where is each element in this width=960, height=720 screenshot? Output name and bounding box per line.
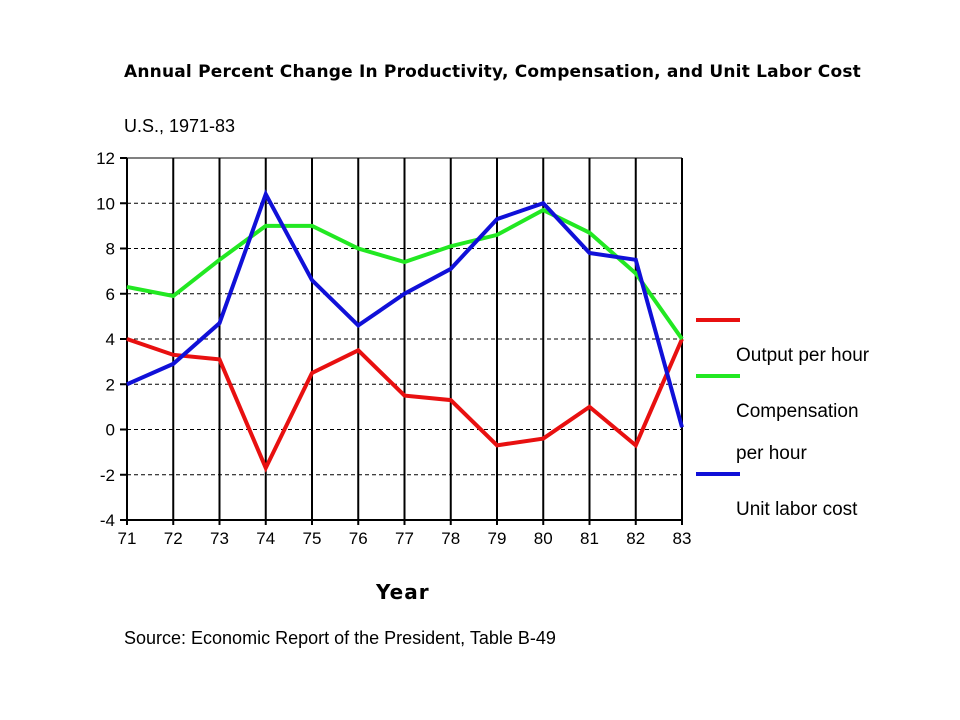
x-tick-label: 82 — [626, 529, 645, 548]
data-point-unit-labor-cost — [589, 252, 590, 254]
data-point-unit-labor-cost — [635, 259, 637, 261]
data-point-unit-labor-cost — [265, 193, 267, 195]
x-tick-label: 80 — [534, 529, 553, 548]
y-tick-label: -4 — [100, 511, 115, 530]
x-tick-label: 77 — [395, 529, 414, 548]
data-point-unit-labor-cost — [311, 279, 313, 281]
data-point-unit-labor-cost — [357, 324, 359, 326]
grid-layer — [126, 157, 683, 521]
data-point-output-per-hour — [496, 444, 498, 446]
data-point-unit-labor-cost — [219, 322, 220, 324]
y-tick-label: 8 — [106, 240, 115, 259]
data-point-output-per-hour — [542, 438, 544, 440]
data-point-compensation-per-hour — [311, 225, 313, 227]
y-tick-label: 10 — [96, 194, 115, 213]
data-point-unit-labor-cost — [681, 426, 683, 428]
y-tick-label: 4 — [106, 330, 115, 349]
x-axis-label: Year — [376, 580, 430, 604]
data-point-compensation-per-hour — [496, 234, 498, 236]
data-point-compensation-per-hour — [542, 209, 544, 211]
data-point-output-per-hour — [589, 406, 590, 408]
data-point-compensation-per-hour — [126, 286, 128, 288]
data-point-compensation-per-hour — [172, 295, 174, 297]
legend-label-compensation-line2: per hour — [736, 443, 807, 464]
data-point-output-per-hour — [265, 467, 267, 469]
x-tick-label: 75 — [303, 529, 322, 548]
y-tick-label: 12 — [96, 149, 115, 168]
data-point-output-per-hour — [219, 358, 220, 360]
y-tick-label: -2 — [100, 466, 115, 485]
data-point-unit-labor-cost — [496, 218, 498, 220]
series-layer — [126, 189, 684, 473]
data-point-output-per-hour — [404, 395, 405, 397]
legend-label-compensation-line1: Compensation — [736, 401, 859, 422]
data-point-compensation-per-hour — [404, 261, 405, 263]
y-tick-label: 6 — [106, 285, 115, 304]
data-point-unit-labor-cost — [172, 363, 174, 365]
data-point-unit-labor-cost — [126, 383, 128, 385]
x-tick-label: 74 — [256, 529, 275, 548]
data-point-output-per-hour — [357, 349, 359, 351]
data-point-output-per-hour — [635, 444, 637, 446]
x-tick-label: 71 — [118, 529, 137, 548]
x-tick-label: 79 — [488, 529, 507, 548]
y-tick-label: 0 — [106, 421, 115, 440]
x-tick-label: 78 — [441, 529, 460, 548]
data-point-unit-labor-cost — [542, 202, 544, 204]
legend-label-unit-labor: Unit labor cost — [736, 499, 858, 520]
source-note: Source: Economic Report of the President… — [124, 628, 556, 648]
data-point-unit-labor-cost — [450, 268, 452, 270]
data-point-compensation-per-hour — [450, 245, 452, 247]
data-point-compensation-per-hour — [265, 225, 267, 227]
data-point-output-per-hour — [450, 399, 452, 401]
data-point-unit-labor-cost — [404, 293, 405, 295]
data-point-compensation-per-hour — [357, 248, 359, 249]
x-tick-label: 76 — [349, 529, 368, 548]
data-point-output-per-hour — [126, 338, 128, 340]
data-point-compensation-per-hour — [219, 259, 220, 261]
data-point-output-per-hour — [311, 372, 313, 374]
axis-layer: 12 10 8 6 4 2 0 -2 -471 72 73 74 75 76 77 78 79 80 81 82 83 — [96, 149, 691, 548]
data-point-output-per-hour — [172, 354, 174, 356]
x-tick-label: 83 — [673, 529, 692, 548]
data-point-compensation-per-hour — [681, 338, 683, 340]
chart-title: Annual Percent Change In Productivity, C… — [124, 62, 861, 82]
legend-label-output: Output per hour — [736, 345, 870, 366]
data-point-compensation-per-hour — [589, 232, 590, 234]
chart-subtitle: U.S., 1971-83 — [124, 116, 236, 136]
x-tick-label: 72 — [164, 529, 183, 548]
legend-swatches — [696, 318, 740, 476]
x-tick-label: 81 — [580, 529, 599, 548]
y-tick-label: 2 — [106, 375, 115, 394]
x-tick-label: 73 — [210, 529, 229, 548]
data-point-compensation-per-hour — [635, 272, 637, 274]
